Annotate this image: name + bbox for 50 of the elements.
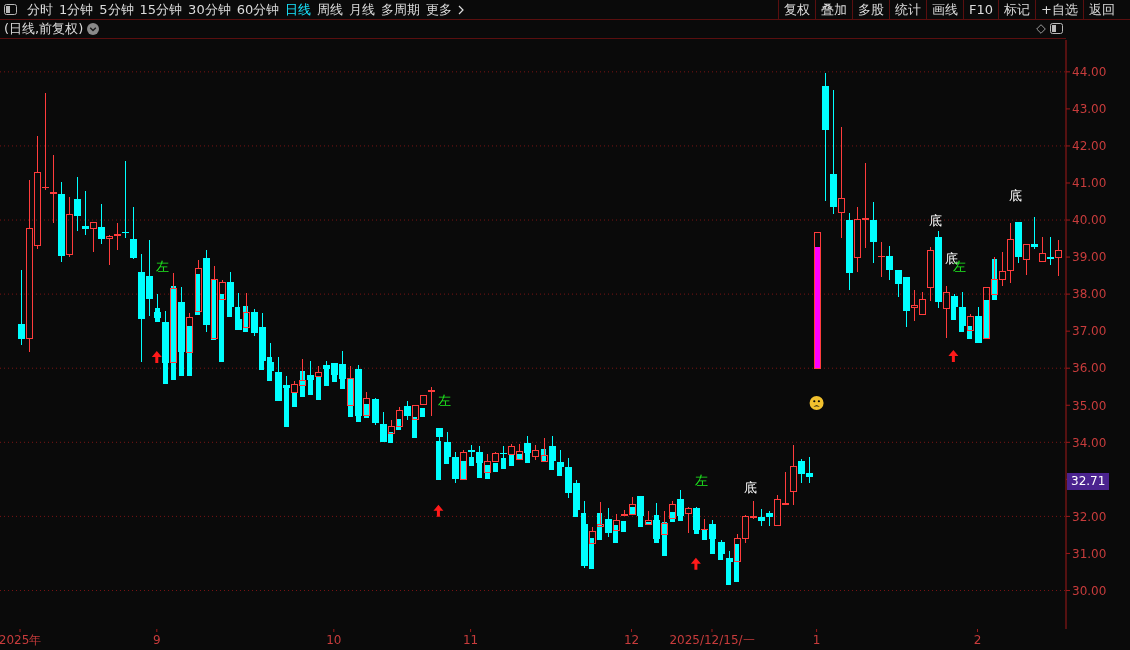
text: 画线 — [926, 0, 964, 19]
text: 1分钟 — [59, 2, 94, 18]
x-tick-label: 2025年 — [0, 633, 42, 647]
x-tick-label: 2 — [973, 633, 982, 647]
text: 多周期 — [381, 2, 421, 18]
text: 返回 — [1083, 0, 1120, 19]
x-tick-label: 2025/12/15/一 — [669, 633, 755, 647]
y-tick-label: 42.00 — [1072, 139, 1107, 154]
text: 30分钟 — [188, 2, 231, 18]
y-tick-label: 34.00 — [1072, 435, 1107, 450]
y-tick-label: 43.00 — [1072, 102, 1107, 117]
text: 60分钟 — [236, 2, 280, 18]
y-tick-label: 32.00 — [1072, 509, 1107, 524]
text: 分时 — [27, 2, 53, 18]
x-tick-label: 1 — [812, 633, 821, 647]
text: 左 — [156, 259, 170, 275]
text: F10 — [963, 0, 999, 19]
y-tick-label: 37.00 — [1072, 324, 1107, 339]
text: 32.71 — [1067, 473, 1110, 490]
y-tick-label: 36.00 — [1072, 361, 1107, 376]
y-tick-label: 31.00 — [1072, 546, 1107, 561]
text: 月线 — [349, 2, 376, 18]
text: 15分钟 — [139, 2, 183, 18]
x-tick-label: 12 — [623, 633, 640, 647]
text: 叠加 — [815, 0, 853, 19]
y-tick-label: 40.00 — [1072, 213, 1107, 228]
y-tick-label: 44.00 — [1072, 65, 1107, 80]
text: 周线 — [317, 2, 344, 18]
text: 统计 — [889, 0, 927, 19]
text: 左 — [695, 472, 709, 488]
text: 日线 — [285, 2, 312, 18]
text: 更多 — [426, 2, 453, 18]
chart-title: (日线,前复权) — [4, 21, 84, 37]
y-tick-label: 35.00 — [1072, 398, 1107, 413]
x-tick-label: 9 — [152, 633, 161, 647]
x-tick-label: 10 — [326, 633, 342, 647]
text: 底 — [743, 480, 757, 496]
text: 5分钟 — [99, 2, 134, 18]
y-tick-label: 41.00 — [1072, 176, 1107, 191]
text: +自选 — [1035, 0, 1083, 19]
y-tick-label: 30.00 — [1072, 583, 1107, 598]
text: 底 — [1009, 188, 1023, 204]
y-tick-label: 38.00 — [1072, 287, 1107, 302]
text: 左 — [437, 393, 451, 409]
y-tick-label: 39.00 — [1072, 250, 1107, 265]
text: 复权 — [778, 0, 816, 19]
x-tick-label: 11 — [462, 633, 479, 647]
text: 多股 — [852, 0, 890, 19]
text: 底 — [928, 212, 942, 228]
text: 标记 — [998, 0, 1036, 19]
